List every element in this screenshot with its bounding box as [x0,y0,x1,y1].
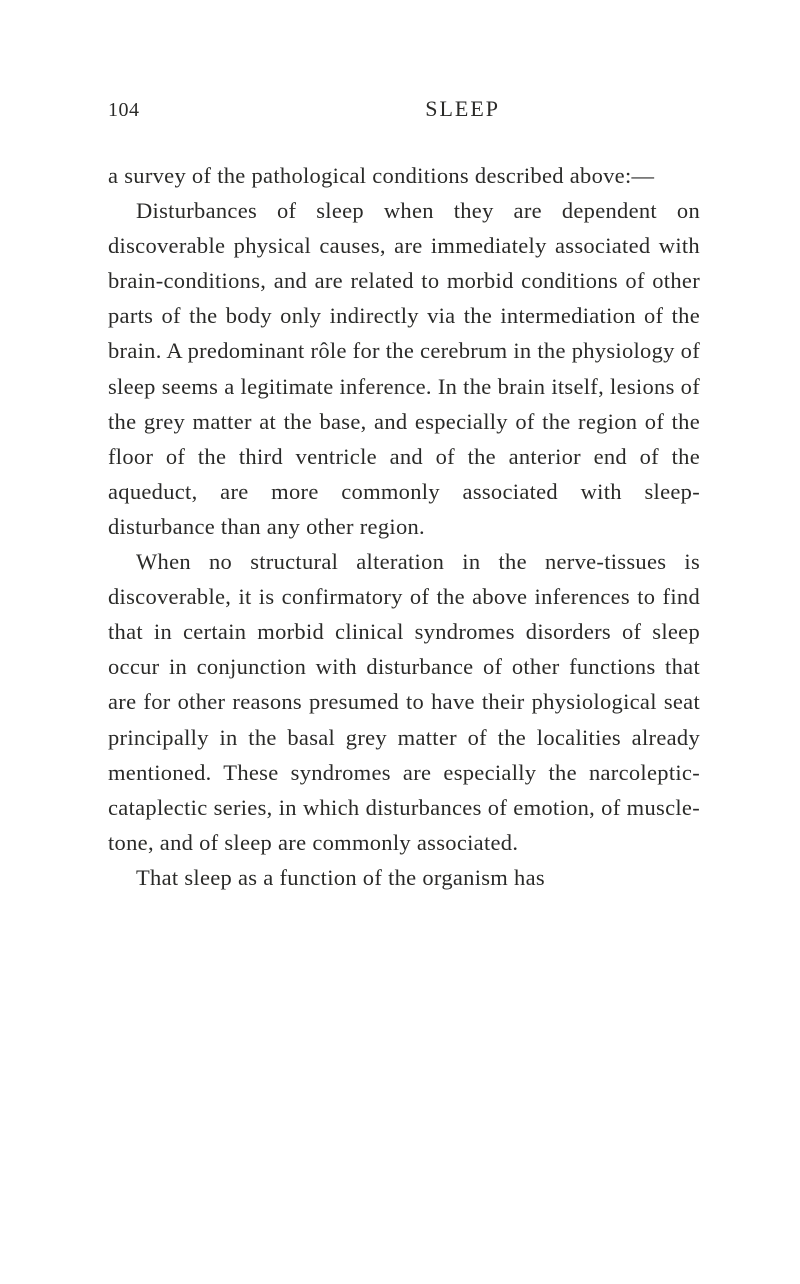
page-number: 104 [108,99,140,122]
paragraph-disturbances: Disturbances of sleep when they are depe… [108,193,700,544]
page-header: 104 SLEEP [108,96,700,122]
paragraph-continuation: a survey of the pathological conditions … [108,158,700,193]
paragraph-structural: When no structural alteration in the ner… [108,544,700,860]
body-text-container: a survey of the pathological conditions … [108,158,700,895]
paragraph-sleep-function: That sleep as a function of the organism… [108,860,700,895]
chapter-title: SLEEP [425,96,500,122]
